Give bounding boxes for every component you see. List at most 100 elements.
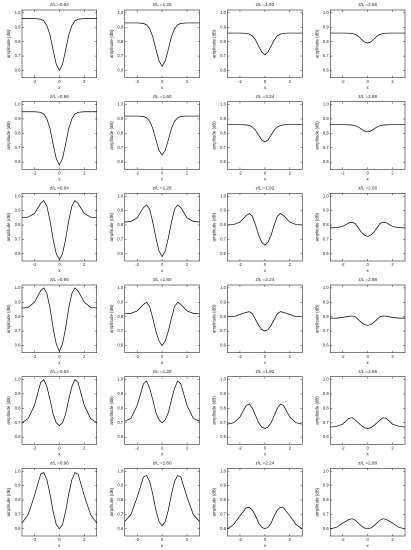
x-tick-label: 2: [391, 537, 394, 542]
x-axis-label: x: [264, 360, 267, 365]
y-tick-label: 0.8: [117, 405, 123, 410]
plot-frame: [330, 468, 406, 537]
y-tick-label: 0.6: [323, 526, 329, 531]
y-axis-label: amplitude (dB): [212, 212, 217, 241]
y-tick-label: 0.7: [220, 53, 226, 58]
panel-title: z/L =2.56: [358, 186, 377, 191]
x-axis-label: x: [367, 268, 370, 273]
y-tick-label: 0.8: [117, 130, 123, 135]
y-tick-label: 1.0: [15, 285, 21, 290]
plot-frame: [124, 376, 200, 445]
x-tick-label: -2: [341, 354, 345, 359]
x-tick-label: -2: [135, 354, 139, 359]
x-tick-label: 0: [264, 537, 267, 542]
y-tick-label: 1.0: [323, 468, 329, 473]
y-tick-label: 1.0: [323, 285, 329, 290]
x-axis-label: x: [161, 451, 164, 456]
y-tick-label: 0.6: [220, 434, 226, 439]
line-series: [227, 124, 303, 143]
plot-frame: [227, 9, 303, 78]
panel-title: z/L =2.56: [358, 369, 377, 374]
y-tick-label: 0.6: [15, 434, 21, 439]
x-tick-label: 0: [161, 170, 164, 175]
line-series: [21, 287, 97, 353]
y-tick-label: 0.9: [323, 208, 329, 213]
x-tick-label: 0: [264, 262, 267, 267]
y-tick-label: 0.9: [220, 208, 226, 213]
panel-title: z/L =0.64: [50, 186, 69, 191]
y-tick-label: 0.6: [117, 159, 123, 164]
y-axis-label: amplitude (dB): [6, 304, 11, 333]
y-axis-label: amplitude (dB): [314, 487, 319, 516]
y-tick-label: 0.8: [323, 497, 329, 502]
y-tick-label: 1.0: [117, 193, 123, 198]
y-tick-label: 0.8: [117, 314, 123, 319]
x-tick-label: -2: [238, 79, 242, 84]
y-tick-label: 0.6: [15, 526, 21, 531]
x-axis-label: x: [367, 451, 370, 456]
plot-frame: [330, 9, 406, 78]
y-tick-label: 1.0: [15, 10, 21, 15]
plot-frame: [330, 376, 406, 445]
x-tick-label: 2: [289, 354, 292, 359]
y-tick-label: 0.7: [323, 53, 329, 58]
x-tick-label: 0: [58, 262, 61, 267]
x-axis-label: x: [264, 451, 267, 456]
line-series: [227, 403, 303, 429]
plot-frame: [227, 468, 303, 537]
plot-frame: [124, 193, 200, 262]
panel-title: z/L =1.28: [153, 2, 172, 7]
plot-frame: [21, 9, 97, 78]
panel-title: z/L =1.60: [153, 94, 172, 99]
x-axis-label: x: [367, 176, 370, 181]
x-tick-label: -2: [341, 445, 345, 450]
y-tick-label: 0.9: [117, 116, 123, 121]
y-tick-label: 0.9: [15, 391, 21, 396]
y-tick-label: 0.8: [15, 497, 21, 502]
y-tick-label: 0.6: [220, 159, 226, 164]
x-tick-label: -2: [135, 170, 139, 175]
x-tick-label: -2: [33, 354, 37, 359]
panel-title: z/L =1.28: [153, 369, 172, 374]
y-axis-label: amplitude (dB): [109, 212, 114, 241]
y-axis-label: amplitude (dB): [109, 304, 114, 333]
x-axis-label: x: [264, 543, 267, 548]
y-axis-label: amplitude (dB): [212, 121, 217, 150]
y-tick-label: 1.0: [323, 10, 329, 15]
y-tick-label: 0.6: [15, 68, 21, 73]
y-tick-label: 0.7: [117, 420, 123, 425]
x-tick-label: 0: [58, 354, 61, 359]
plot-frame: [330, 101, 406, 170]
y-tick-label: 0.6: [117, 343, 123, 348]
y-tick-label: 0.9: [15, 24, 21, 29]
y-tick-label: 0.7: [117, 237, 123, 242]
y-tick-label: 0.9: [117, 391, 123, 396]
x-tick-label: 0: [366, 537, 369, 542]
y-tick-label: 0.8: [117, 222, 123, 227]
line-series: [330, 32, 405, 44]
y-tick-label: 0.8: [15, 405, 21, 410]
x-tick-label: 2: [391, 262, 394, 267]
y-tick-label: 0.9: [15, 299, 21, 304]
y-tick-label: 1.0: [117, 10, 123, 15]
y-tick-label: 0.6: [323, 159, 329, 164]
x-axis-label: x: [367, 360, 370, 365]
y-tick-label: 0.7: [117, 53, 123, 58]
y-tick-label: 1.0: [15, 468, 21, 473]
panel-title: z/L =2.88: [358, 277, 377, 282]
plot-frame: [227, 376, 303, 445]
x-tick-label: 0: [264, 354, 267, 359]
y-axis-label: amplitude (dB): [109, 396, 114, 425]
panel-title: z/L =1.60: [153, 277, 172, 282]
plot-frame: [21, 193, 97, 262]
x-axis-label: x: [58, 360, 61, 365]
x-tick-label: 2: [83, 445, 86, 450]
x-axis-label: x: [58, 268, 61, 273]
y-tick-label: 0.6: [220, 343, 226, 348]
y-tick-label: 0.8: [15, 39, 21, 44]
x-tick-label: -2: [33, 170, 37, 175]
x-tick-label: 2: [289, 79, 292, 84]
y-tick-label: 0.7: [323, 237, 329, 242]
plot-frame: [330, 284, 406, 353]
